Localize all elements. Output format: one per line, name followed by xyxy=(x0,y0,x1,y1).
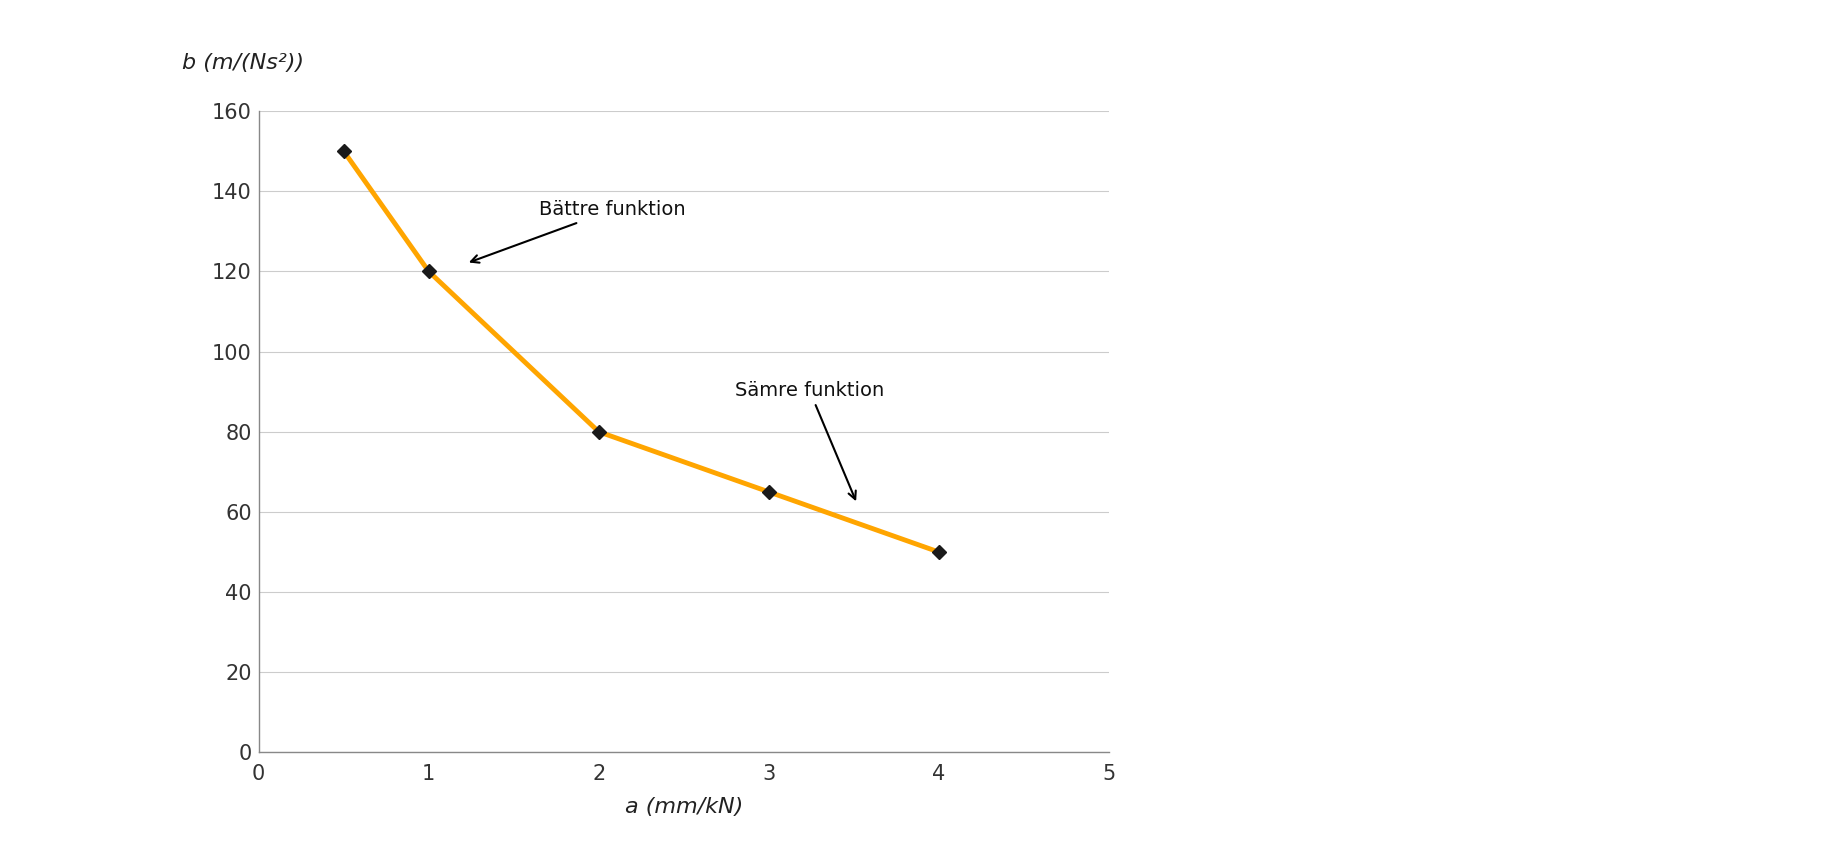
Text: b (m/(Ns²)): b (m/(Ns²)) xyxy=(183,53,305,73)
Text: Bättre funktion: Bättre funktion xyxy=(471,200,686,262)
Text: Sämre funktion: Sämre funktion xyxy=(736,380,883,499)
X-axis label: a (mm/kN): a (mm/kN) xyxy=(625,798,743,817)
